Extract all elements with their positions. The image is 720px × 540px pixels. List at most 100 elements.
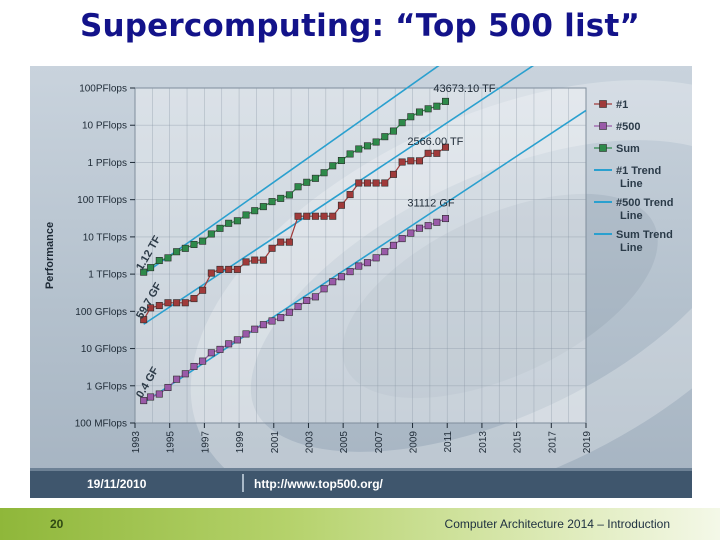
- annotation-label: 43673.10 TF: [433, 83, 495, 95]
- data-point: [363, 179, 371, 187]
- data-point: [259, 256, 267, 264]
- legend-label: Sum: [616, 143, 640, 155]
- data-point: [207, 230, 215, 238]
- data-point: [433, 102, 441, 110]
- data-point: [140, 397, 148, 405]
- data-point: [225, 219, 233, 227]
- data-point: [346, 268, 354, 276]
- series-sum: [140, 97, 449, 276]
- data-point: [233, 336, 241, 344]
- y-tick-label: 1 GFlops: [86, 381, 127, 392]
- footer-bar: [0, 508, 720, 540]
- data-point: [337, 157, 345, 165]
- legend-label: #1: [616, 99, 628, 111]
- data-point: [320, 212, 328, 220]
- data-point: [389, 127, 397, 135]
- x-tick-label: 2019: [582, 431, 593, 454]
- x-tick-label: 1997: [200, 431, 211, 454]
- data-point: [407, 113, 415, 121]
- data-point: [415, 108, 423, 116]
- data-point: [259, 203, 267, 211]
- data-point: [268, 317, 276, 325]
- data-point: [372, 179, 380, 187]
- x-tick-label: 2011: [443, 431, 454, 453]
- data-point: [407, 229, 415, 237]
- y-tick-label: 1 PFlops: [88, 158, 127, 169]
- y-tick-label: 1 TFlops: [88, 270, 127, 281]
- data-point: [372, 254, 380, 262]
- data-point: [355, 145, 363, 153]
- data-point: [277, 238, 285, 246]
- data-point: [277, 194, 285, 202]
- data-point: [173, 248, 181, 256]
- data-point: [363, 259, 371, 267]
- x-tick-label: 2017: [547, 431, 558, 454]
- data-point: [199, 286, 207, 294]
- data-point: [441, 215, 449, 223]
- data-point: [363, 142, 371, 150]
- data-point: [242, 330, 250, 338]
- data-point: [329, 212, 337, 220]
- data-point: [225, 340, 233, 348]
- data-point: [337, 201, 345, 209]
- data-point: [441, 143, 449, 151]
- data-point: [140, 316, 148, 324]
- data-point: [294, 183, 302, 191]
- data-point: [355, 179, 363, 187]
- y-tick-label: 100 TFlops: [77, 195, 127, 206]
- legend-label: Line: [620, 242, 643, 254]
- trend-line: [143, 66, 440, 275]
- trend-line: [143, 66, 535, 325]
- data-point: [329, 162, 337, 170]
- top500-chart-figure: 100 MFlops 1 GFlops 10 GFlops 100 GFlops 1 T…: [30, 66, 692, 498]
- data-point: [140, 268, 148, 276]
- y-axis-title: Performance: [44, 222, 56, 289]
- data-series: [140, 97, 449, 405]
- data-point: [181, 370, 189, 378]
- data-point: [389, 241, 397, 249]
- data-point: [233, 265, 241, 273]
- x-tick-label: 2009: [409, 431, 420, 454]
- data-point: [181, 299, 189, 307]
- y-tick-label: 10 PFlops: [82, 121, 127, 132]
- data-point: [251, 207, 259, 215]
- banner-url[interactable]: http://www.top500.org/: [254, 477, 384, 491]
- banner-date: 19/11/2010: [87, 477, 147, 491]
- data-point: [372, 138, 380, 146]
- performance-chart: 100 MFlops 1 GFlops 10 GFlops 100 GFlops 1 T…: [30, 66, 692, 498]
- data-point: [346, 150, 354, 158]
- data-point: [155, 302, 163, 310]
- legend-label: Line: [620, 178, 643, 190]
- data-point: [207, 269, 215, 277]
- data-point: [398, 158, 406, 166]
- data-point: [242, 258, 250, 266]
- data-point: [381, 179, 389, 187]
- data-point: [155, 390, 163, 398]
- data-point: [294, 303, 302, 311]
- data-point: [199, 237, 207, 245]
- legend-label: #1 Trend: [616, 165, 661, 177]
- slide-number: 20: [50, 517, 64, 531]
- data-point: [251, 256, 259, 264]
- data-point: [225, 265, 233, 273]
- data-point: [268, 198, 276, 206]
- data-point: [190, 240, 198, 248]
- x-tick-label: 2007: [374, 431, 385, 454]
- data-point: [155, 257, 163, 265]
- trend-lines: [143, 66, 587, 404]
- y-tick-label: 100 GFlops: [75, 307, 127, 318]
- data-point: [216, 224, 224, 232]
- data-point: [311, 174, 319, 182]
- data-point: [398, 235, 406, 243]
- data-point: [441, 97, 449, 105]
- data-point: [190, 362, 198, 370]
- data-point: [285, 191, 293, 199]
- legend-label: Sum Trend: [616, 229, 673, 241]
- data-point: [294, 212, 302, 220]
- data-point: [303, 212, 311, 220]
- data-point: [173, 299, 181, 307]
- x-tick-label: 2005: [339, 431, 350, 454]
- data-point: [216, 265, 224, 273]
- x-tick-label: 1999: [235, 431, 246, 454]
- y-tick-label: 10 GFlops: [81, 344, 127, 355]
